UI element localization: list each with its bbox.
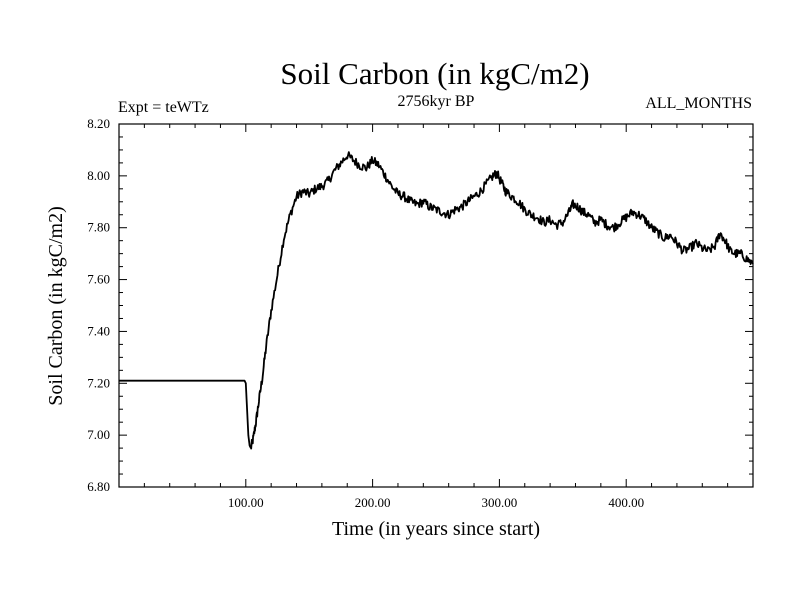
x-tick-label: 400.00	[608, 495, 644, 510]
chart-title: Soil Carbon (in kgC/m2)	[280, 56, 589, 91]
y-tick-label: 7.60	[87, 272, 110, 287]
x-axis-label: Time (in years since start)	[332, 518, 540, 540]
y-tick-label: 8.20	[87, 116, 110, 131]
x-tick-label: 300.00	[482, 495, 518, 510]
y-tick-label: 6.80	[87, 479, 110, 494]
plot-frame	[118, 123, 754, 488]
y-tick-label: 8.00	[87, 168, 110, 183]
experiment-label: Expt = teWTz	[118, 99, 209, 116]
y-tick-label: 7.80	[87, 220, 110, 235]
y-tick-label: 7.00	[87, 427, 110, 442]
x-axis: 100.00 200.00 300.00 400.00	[143, 124, 729, 510]
y-tick-label: 7.20	[87, 375, 110, 390]
series-line	[119, 151, 754, 450]
y-tick-label: 7.40	[87, 323, 110, 338]
y-axis-label: Soil Carbon (in kgC/m2)	[45, 206, 67, 405]
series-layer	[119, 151, 754, 450]
x-tick-label: 100.00	[228, 495, 264, 510]
x-tick-label: 200.00	[355, 495, 391, 510]
months-label: ALL_MONTHS	[645, 95, 752, 112]
y-axis: 6.80 7.00 7.20 7.40 7.60 7.80 8.00 8.20	[87, 116, 753, 494]
period-label: 2756kyr BP	[398, 93, 475, 110]
